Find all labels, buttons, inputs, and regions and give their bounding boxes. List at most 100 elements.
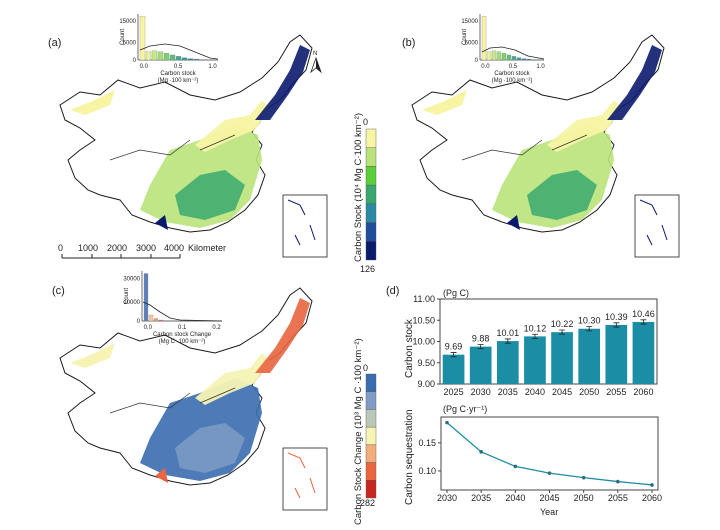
data-label: 10.46 bbox=[632, 309, 655, 319]
error-bar bbox=[640, 319, 647, 325]
colorbar-swatch bbox=[365, 128, 377, 148]
error-bar bbox=[559, 329, 566, 335]
colorbar-swatch bbox=[365, 480, 377, 499]
histogram-bar bbox=[175, 56, 182, 61]
bar-2045 bbox=[551, 332, 573, 384]
histogram-bar bbox=[148, 314, 154, 322]
x-tick-label: 2050 bbox=[579, 387, 599, 397]
data-point-2040 bbox=[513, 464, 518, 469]
vegetation-region-northeast bbox=[255, 45, 310, 120]
histogram-xtick: 0.0 bbox=[140, 64, 149, 70]
svg-text:1000: 1000 bbox=[78, 243, 98, 253]
vegetation-region bbox=[195, 353, 270, 405]
data-label: 9.69 bbox=[445, 342, 463, 352]
x-tick-label: 2040 bbox=[505, 493, 525, 503]
bar-2060 bbox=[632, 321, 655, 384]
data-label: 10.12 bbox=[524, 323, 547, 333]
density-curve bbox=[142, 301, 223, 322]
colorbar-carbon-stock-change: Carbon Stock Change (10³ Mg C ·100 km⁻²)… bbox=[353, 338, 377, 525]
bar-2025 bbox=[442, 354, 465, 384]
data-point-2045 bbox=[547, 471, 552, 475]
bar-2050 bbox=[578, 328, 601, 384]
data-label: 9.88 bbox=[472, 333, 490, 343]
boundary-line bbox=[461, 134, 588, 161]
inset-islands bbox=[287, 199, 316, 246]
bar-chart-ylabel: Carbon stock bbox=[404, 318, 415, 378]
histogram-bar bbox=[526, 58, 532, 61]
histogram-ylabel: Count bbox=[120, 29, 126, 45]
histogram-ylabel: Count bbox=[124, 288, 130, 304]
vegetation-region bbox=[175, 170, 245, 220]
histogram-ytick: 0 bbox=[137, 319, 141, 325]
map-b bbox=[411, 34, 680, 258]
error-bar bbox=[586, 326, 593, 332]
svg-text:0: 0 bbox=[363, 117, 368, 127]
histogram-xtick: 0.5 bbox=[509, 64, 518, 70]
histogram-bar bbox=[145, 51, 152, 61]
vegetation-region-northwest bbox=[70, 343, 115, 368]
histogram-background bbox=[138, 14, 218, 60]
x-tick-label: 2060 bbox=[633, 387, 653, 397]
y-tick-label: 9.00 bbox=[417, 379, 435, 389]
colorbar-swatch bbox=[365, 166, 377, 186]
colorbar-swatch bbox=[365, 222, 377, 242]
vegetation-region-northwest bbox=[422, 90, 467, 115]
histogram-ytick: 0 bbox=[133, 58, 137, 64]
map-a bbox=[59, 34, 328, 258]
x-tick-label: 2030 bbox=[471, 387, 491, 397]
y-tick-label: 0.10 bbox=[418, 466, 436, 476]
histogram-bar bbox=[157, 51, 164, 61]
histogram-bar bbox=[158, 319, 164, 322]
bar-2035 bbox=[496, 341, 519, 384]
data-point-2055 bbox=[616, 479, 620, 484]
svg-text:0: 0 bbox=[58, 243, 63, 253]
inset-islands bbox=[639, 199, 668, 246]
data-label: 10.22 bbox=[551, 319, 574, 329]
histogram-ytick: 30000 bbox=[123, 277, 140, 283]
histogram-b: Count 15000 5000 00.0 0.5 1.0 Carbon stock(Mg … bbox=[461, 14, 545, 84]
histogram-bar bbox=[486, 51, 492, 61]
data-label: 10.01 bbox=[497, 328, 520, 338]
data-point-2060 bbox=[650, 483, 654, 487]
boundary-line bbox=[109, 387, 236, 414]
svg-text:N: N bbox=[313, 51, 317, 57]
error-bar bbox=[477, 344, 484, 350]
histogram-a: Count 15000 5000 00.0 0.5 1.0 Carbon stock(Mg … bbox=[119, 14, 219, 84]
histogram-bar bbox=[501, 52, 507, 61]
histogram-bar bbox=[143, 273, 149, 322]
bar-2030 bbox=[469, 346, 492, 384]
north-arrow-icon: N bbox=[310, 51, 322, 74]
histogram-bar bbox=[151, 50, 158, 61]
error-bar bbox=[613, 322, 620, 328]
vegetation-region bbox=[175, 423, 245, 473]
line-chart-xlabel: Year bbox=[540, 507, 558, 517]
histogram-xtick: 0.5 bbox=[174, 64, 183, 70]
histogram-xtick: 0.0 bbox=[144, 325, 153, 331]
bar-2040 bbox=[524, 336, 546, 384]
y-tick-label: 10.00 bbox=[412, 337, 435, 347]
y-tick-label: 9.50 bbox=[417, 358, 435, 368]
histogram-xlabel: Carbon stock bbox=[160, 71, 196, 77]
density-curve bbox=[481, 46, 545, 60]
panel-label-a: (a) bbox=[48, 37, 61, 49]
y-tick-label: 10.50 bbox=[412, 315, 435, 325]
colorbar-swatch bbox=[365, 373, 377, 392]
plot-frame bbox=[440, 416, 659, 491]
panel-label-b: (b) bbox=[402, 37, 415, 49]
histogram-ytick: 15000 bbox=[461, 19, 478, 25]
histogram-bar bbox=[516, 57, 522, 61]
x-tick-label: 2060 bbox=[642, 493, 662, 503]
panel-label-d: (d) bbox=[386, 285, 399, 297]
scale-bar: 0 1000 2000 3000 4000 Kilometer bbox=[58, 243, 226, 259]
histogram-xlabel-unit: (Mg ·100 km⁻²) bbox=[158, 78, 199, 84]
histogram-bar bbox=[506, 54, 512, 61]
svg-text:Kilometer: Kilometer bbox=[188, 243, 226, 253]
y-tick-label: 11.00 bbox=[413, 294, 435, 304]
south-china-sea-inset bbox=[282, 447, 328, 511]
histogram-bar bbox=[193, 58, 200, 61]
histogram-bar bbox=[187, 58, 194, 61]
colorbar-swatch bbox=[365, 184, 377, 205]
inset-islands bbox=[287, 452, 316, 499]
vegetation-region bbox=[547, 100, 622, 152]
